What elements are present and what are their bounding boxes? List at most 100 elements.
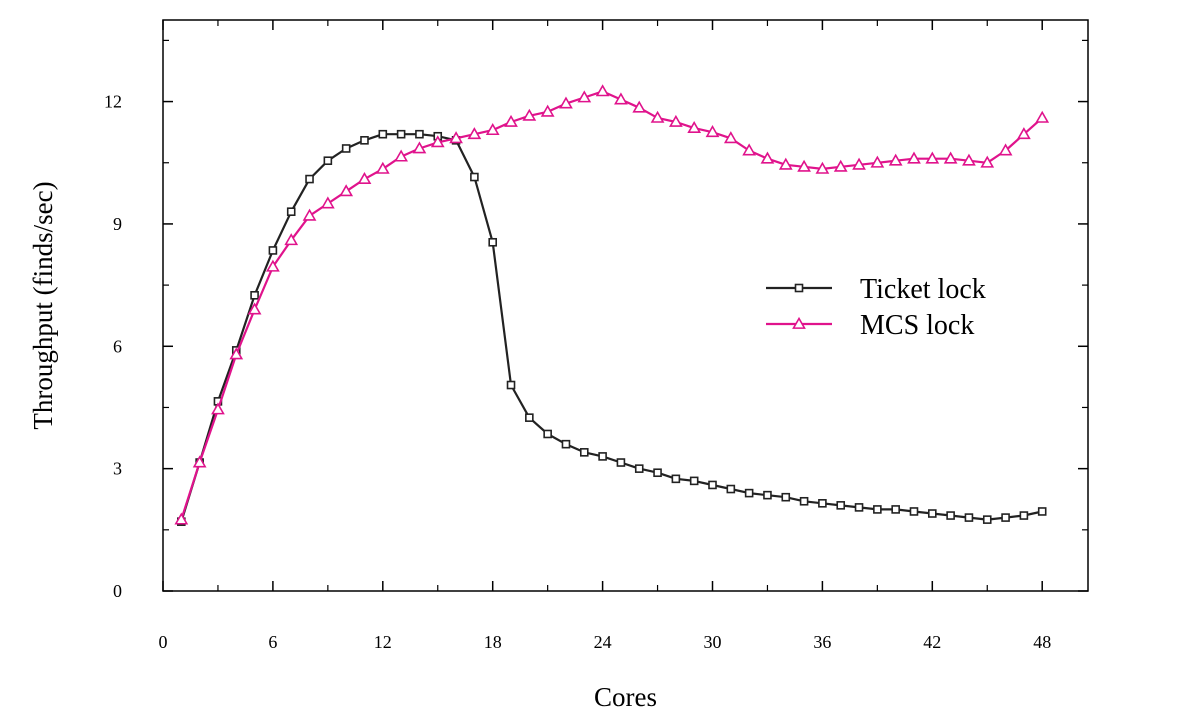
data-point <box>650 110 665 123</box>
data-point <box>852 157 866 170</box>
data-point <box>323 156 333 166</box>
data-point <box>360 136 369 145</box>
data-point <box>449 131 463 144</box>
y-tick-label: 3 <box>113 459 122 479</box>
data-point <box>286 207 296 216</box>
legend-label: MCS lock <box>860 310 974 341</box>
data-point <box>320 196 335 209</box>
series-mcs-lock <box>174 84 1050 525</box>
data-point <box>488 237 498 247</box>
data-point <box>470 172 479 182</box>
data-point <box>870 155 885 168</box>
x-tick-label: 30 <box>704 632 722 652</box>
data-point <box>980 155 995 168</box>
data-point <box>708 480 717 490</box>
x-tick-label: 24 <box>594 632 612 652</box>
data-point <box>211 402 225 415</box>
data-point <box>1019 511 1029 520</box>
data-point <box>302 208 317 221</box>
data-point <box>763 490 772 500</box>
data-point <box>928 509 937 518</box>
data-point <box>909 507 919 516</box>
data-point <box>888 153 903 166</box>
x-tick-label: 42 <box>923 632 941 652</box>
data-point <box>925 151 940 164</box>
data-point <box>305 174 314 184</box>
data-point <box>689 476 699 486</box>
y-tick-label: 0 <box>113 581 122 601</box>
x-axis-title: Cores <box>594 682 657 712</box>
data-point <box>229 347 244 360</box>
series-layer <box>174 84 1050 526</box>
data-point <box>778 157 793 170</box>
data-point <box>357 171 372 184</box>
data-point <box>799 496 809 506</box>
data-point <box>671 474 681 484</box>
data-point <box>833 159 848 172</box>
data-point <box>559 96 573 109</box>
data-point <box>962 153 976 166</box>
x-tick-label: 18 <box>484 632 502 652</box>
x-tick-label: 12 <box>374 632 392 652</box>
data-point <box>653 468 662 478</box>
data-point <box>430 135 445 148</box>
legend-label: Ticket lock <box>860 274 986 305</box>
data-point <box>540 104 555 117</box>
data-point <box>614 92 628 105</box>
data-point <box>873 505 882 514</box>
data-point <box>964 513 974 522</box>
data-point <box>982 515 992 524</box>
plot-frame <box>162 19 1089 592</box>
data-point <box>781 492 791 502</box>
y-axis-title: Throughput (finds/sec) <box>28 181 58 429</box>
legend: Ticket lock MCS lock <box>766 274 986 341</box>
data-point <box>943 151 958 164</box>
data-point <box>854 503 864 512</box>
data-point <box>522 108 537 121</box>
data-point <box>616 458 626 467</box>
data-point <box>247 302 262 315</box>
data-point <box>836 501 846 510</box>
data-point <box>742 143 757 156</box>
legend-swatch-marker <box>794 283 804 293</box>
data-point <box>998 143 1013 156</box>
data-point <box>412 141 427 154</box>
data-point <box>598 452 607 461</box>
data-point <box>1001 513 1010 522</box>
data-point <box>632 100 647 113</box>
data-point <box>284 233 299 246</box>
data-point <box>506 380 516 390</box>
data-point <box>687 120 702 134</box>
data-point <box>525 413 534 422</box>
data-point <box>1017 127 1031 140</box>
data-point <box>1037 507 1047 516</box>
data-point <box>415 129 424 139</box>
data-point <box>268 246 278 255</box>
data-point <box>561 439 571 449</box>
data-point <box>668 114 683 127</box>
data-point <box>341 144 351 153</box>
data-point <box>723 131 738 144</box>
data-point <box>577 90 592 103</box>
data-point <box>504 114 518 127</box>
data-point <box>485 123 500 136</box>
data-point <box>946 511 955 520</box>
y-tick-label: 12 <box>104 92 122 112</box>
data-point <box>634 464 644 473</box>
data-point <box>174 512 189 525</box>
data-point <box>378 129 388 139</box>
data-point <box>907 151 921 164</box>
legend-swatch-marker <box>792 316 806 329</box>
data-point <box>760 151 775 164</box>
data-point <box>396 129 406 139</box>
data-point <box>797 159 811 172</box>
x-tick-label: 48 <box>1033 632 1051 652</box>
data-point <box>579 448 589 457</box>
data-point <box>815 161 830 174</box>
data-point <box>726 484 736 494</box>
data-point <box>192 455 207 468</box>
y-tick-label: 9 <box>113 214 122 234</box>
data-point <box>266 259 280 272</box>
